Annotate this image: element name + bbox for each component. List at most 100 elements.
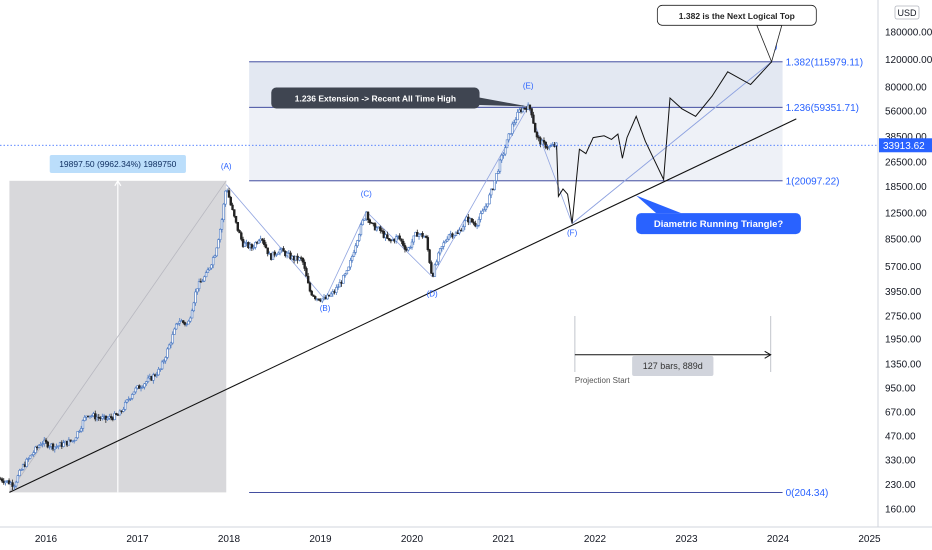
current-price-label: 33913.62 [883,141,925,152]
wave-label: (A) [221,162,232,171]
candle [176,322,180,325]
x-tick-label: 2020 [401,534,424,545]
projection-duration-bg [632,356,714,376]
candle [132,391,136,395]
candle [18,470,21,476]
candle [489,188,493,196]
candle [229,197,232,206]
candle [194,291,197,304]
y-tick-label: 12500.00 [885,209,927,220]
candle [343,273,347,276]
candle [104,415,108,420]
candle [189,317,192,322]
candle [125,399,129,403]
y-tick-label: 230.00 [885,480,916,491]
candle [511,123,514,134]
candle [11,482,14,487]
candle [206,269,210,273]
callout-text: 1.236 Extension -> Recent All Time High [295,94,456,104]
candle [298,257,301,261]
candle [146,377,150,382]
fib-level-label: 0(204.34) [786,488,829,499]
candle [509,133,512,135]
y-tick-label: 3950.00 [885,287,922,298]
candle [347,266,350,271]
candle [433,264,437,277]
candle [94,413,97,420]
candle [424,236,428,238]
candle [13,485,16,488]
candle [196,288,199,293]
candle [410,241,414,248]
callout-box [271,87,480,109]
y-tick-label: 5700.00 [885,262,922,273]
candle [67,439,71,446]
candle [227,190,231,198]
y-tick-label: 1350.00 [885,360,922,371]
candle [345,270,349,275]
candle [402,240,405,246]
candle [211,257,215,266]
candle [472,221,475,224]
callout-pointer [636,195,682,214]
candle [484,205,488,210]
candle [210,264,213,269]
candle [233,209,236,217]
candle [409,246,412,249]
candle [134,387,137,393]
callout-text: Diametric Running Triangle? [654,219,784,230]
candle [375,227,379,231]
candle [173,328,176,335]
candle [16,475,20,483]
candle [549,145,553,147]
y-tick-label: 8500.00 [885,235,922,246]
candle [412,235,415,243]
candle [7,480,11,485]
candle [321,298,324,302]
wave-connector [324,211,367,300]
candle [152,374,155,381]
candle [275,254,278,256]
candle [220,219,224,230]
candle [109,416,113,419]
candle [76,431,79,439]
candle [145,381,148,385]
candle [236,222,239,231]
candle [155,374,159,377]
candle [477,219,481,226]
candle [305,268,308,277]
candle [438,248,442,254]
candle [277,252,280,255]
currency-badge [894,5,920,20]
candle [505,139,509,149]
candle [4,481,7,484]
price-axis [878,0,932,550]
candle [224,190,227,205]
candle [282,248,285,252]
candle [366,211,370,221]
measure-box-label: 19897.50 (9962.34%) 1989750 [59,159,176,169]
candle [512,122,516,125]
candle [354,245,357,253]
projection-start-label: Projection Start [575,376,630,385]
candle [500,154,503,161]
y-tick-label: 950.00 [885,384,916,395]
candle [317,298,320,301]
candle [530,108,533,116]
candle [203,276,206,282]
candle [308,282,312,292]
candle [474,222,477,227]
candle [219,229,222,240]
callout-box [656,4,817,26]
y-tick-label: 26500.00 [885,158,927,169]
candle [528,104,532,109]
candle [475,225,479,227]
currency-badge-label: USD [897,8,917,18]
x-tick-label: 2018 [218,534,241,545]
candle [363,218,366,221]
candle [493,180,496,190]
candle [271,251,275,260]
candle [175,323,178,330]
